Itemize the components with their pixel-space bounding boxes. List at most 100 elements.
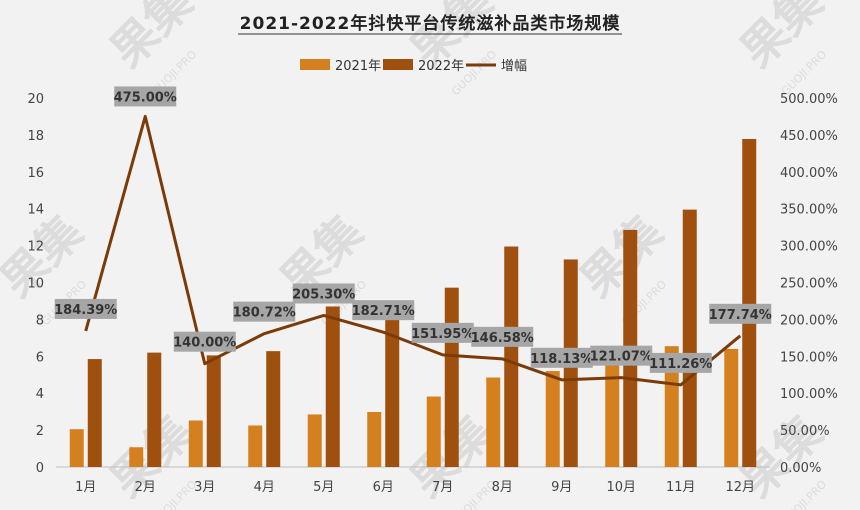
- data-label: 182.71%: [352, 300, 415, 321]
- bar-2021年: [426, 396, 441, 467]
- x-tick-label: 7月: [432, 480, 453, 495]
- data-label: 184.39%: [54, 298, 117, 319]
- x-tick-label: 11月: [666, 480, 696, 495]
- data-label: 140.00%: [173, 331, 236, 352]
- data-label: 151.95%: [411, 322, 474, 343]
- growth-line-path: [84, 114, 742, 387]
- x-tick-label: 5月: [313, 480, 334, 495]
- y-left-tick-label: 4: [36, 387, 44, 402]
- legend-label: 2022年: [418, 59, 464, 74]
- data-label-text: 205.30%: [292, 287, 355, 302]
- x-tick-label: 8月: [492, 480, 513, 495]
- x-tick-label: 3月: [194, 480, 215, 495]
- bar-2022年: [682, 209, 697, 467]
- bar-2021年: [307, 414, 322, 467]
- data-label-box: [471, 326, 534, 347]
- data-label-text: 121.07%: [590, 350, 653, 365]
- growth-line: [84, 114, 742, 387]
- x-tick-label: 1月: [75, 480, 96, 495]
- bar-2021年: [605, 358, 620, 467]
- y-left-tick-label: 2: [36, 424, 44, 439]
- data-label-box: [114, 86, 177, 107]
- data-label-box: [590, 345, 653, 366]
- y-right-tick-label: 300.00%: [780, 240, 838, 255]
- bar-2022年: [325, 306, 340, 467]
- data-label-text: 180.72%: [233, 306, 296, 321]
- y-left-tick-label: 18: [27, 129, 44, 144]
- data-label-box: [411, 322, 474, 343]
- y-right-tick-label: 50.00%: [780, 424, 830, 439]
- y-left-tick-label: 16: [27, 166, 44, 181]
- left-axis: 0 2 4 6 8 10 12 14 16 18 20: [27, 92, 44, 476]
- data-label-box: [352, 300, 415, 321]
- data-label-text: 151.95%: [411, 327, 474, 342]
- data-label: 205.30%: [292, 283, 355, 304]
- bar-2021年: [664, 346, 679, 467]
- data-label: 121.07%: [590, 345, 653, 366]
- bar-2021年: [69, 429, 84, 467]
- x-tick-label: 12月: [725, 480, 755, 495]
- data-label: 111.26%: [649, 352, 712, 373]
- bar-2021年: [248, 425, 263, 467]
- data-label-text: 184.39%: [54, 303, 117, 318]
- y-left-tick-label: 6: [36, 350, 44, 365]
- legend-swatch: [383, 59, 413, 70]
- x-tick-label: 9月: [551, 480, 572, 495]
- data-label-box: [54, 298, 117, 319]
- bar-2022年: [742, 138, 757, 468]
- y-right-tick-label: 100.00%: [780, 387, 838, 402]
- data-label-text: 475.00%: [114, 90, 177, 105]
- y-left-tick-label: 12: [27, 240, 44, 255]
- x-tick-label: 6月: [373, 480, 394, 495]
- y-right-tick-label: 400.00%: [780, 166, 838, 181]
- data-label-box: [233, 301, 296, 322]
- data-label-text: 182.71%: [352, 304, 415, 319]
- data-label: 475.00%: [114, 86, 177, 107]
- y-right-tick-label: 200.00%: [780, 313, 838, 328]
- bar-2022年: [504, 246, 519, 467]
- bar-2021年: [545, 371, 560, 467]
- y-right-tick-label: 250.00%: [780, 277, 838, 292]
- bar-2021年: [486, 377, 501, 467]
- data-label-box: [709, 303, 772, 324]
- y-right-tick-label: 350.00%: [780, 203, 838, 218]
- data-label: 180.72%: [233, 301, 296, 322]
- legend-swatch: [300, 59, 330, 70]
- data-label-box: [530, 347, 593, 368]
- data-label-text: 177.74%: [709, 308, 772, 323]
- bar-2022年: [147, 352, 162, 467]
- data-label-text: 111.26%: [649, 357, 712, 372]
- x-axis-ticks: 1月 2月 3月 4月 5月 6月 7月 8月 9月 10月 11月 12月: [75, 480, 755, 495]
- data-label-text: 140.00%: [173, 336, 236, 351]
- data-label-box: [292, 283, 355, 304]
- data-label-text: 118.13%: [530, 352, 593, 367]
- bar-2021年: [188, 420, 203, 467]
- bar-2022年: [444, 287, 459, 467]
- bar-2021年: [724, 348, 739, 467]
- x-tick-label: 2月: [135, 480, 156, 495]
- y-left-tick-label: 0: [36, 461, 44, 476]
- legend-label: 增幅: [501, 59, 527, 74]
- data-label-text: 146.58%: [471, 331, 534, 346]
- y-right-tick-label: 150.00%: [780, 350, 838, 365]
- bar-2021年: [367, 412, 382, 467]
- y-right-tick-label: 0.00%: [780, 461, 821, 476]
- bar-2022年: [266, 351, 281, 467]
- bar-2022年: [206, 355, 221, 467]
- y-left-tick-label: 20: [27, 92, 44, 107]
- chart-title: 2021-2022年抖快平台传统滋补品类市场规模: [240, 13, 621, 34]
- bar-2022年: [385, 312, 400, 467]
- legend: 2021年 2022年 增幅: [300, 59, 527, 74]
- watermark-layer: 果集GUOJI.PRO果集GUOJI.PRO果集GUOJI.PRO果集GUOJI…: [0, 0, 833, 510]
- legend-label: 2021年: [335, 59, 381, 74]
- data-label-box: [173, 331, 236, 352]
- bar-2022年: [87, 359, 102, 467]
- data-label: 146.58%: [471, 326, 534, 347]
- y-left-tick-label: 8: [36, 313, 44, 328]
- y-left-tick-label: 10: [27, 277, 44, 292]
- right-axis: 0.00% 50.00% 100.00% 150.00% 200.00% 250.00% 3…: [780, 92, 838, 476]
- y-right-tick-label: 500.00%: [780, 92, 838, 107]
- x-tick-label: 4月: [254, 480, 275, 495]
- x-tick-label: 10月: [606, 480, 636, 495]
